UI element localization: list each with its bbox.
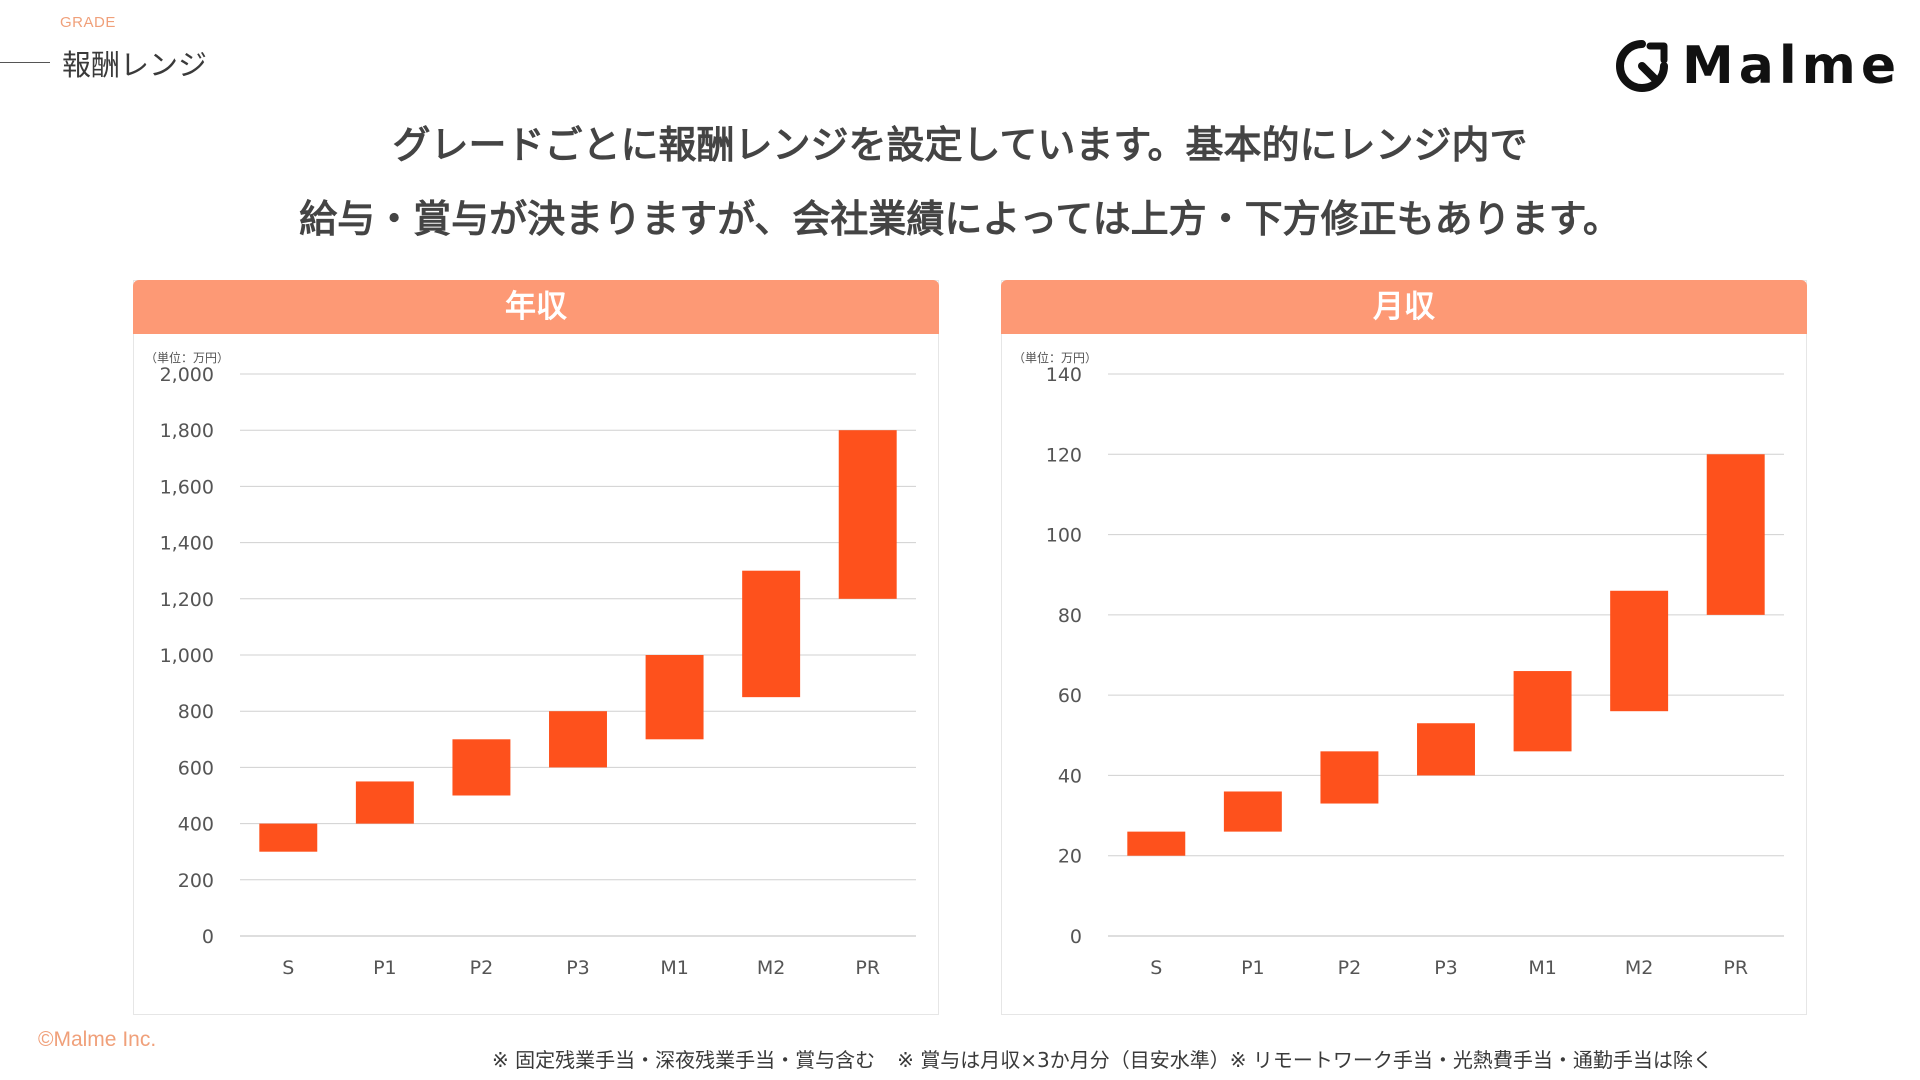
- range-bar: [1127, 831, 1186, 856]
- malme-logo-icon: [1616, 40, 1668, 92]
- range-bar: [1417, 723, 1475, 776]
- y-tick-label: 1,200: [160, 589, 214, 611]
- range-bar: [452, 739, 511, 796]
- annual-income-chart: （単位：万円） 0 200 400 600 800 1,000 1,200 1,400 1,600…: [145, 350, 916, 979]
- x-tick-label: M1: [660, 957, 688, 979]
- y-tick-label: 80: [1058, 605, 1082, 627]
- y-tick-label: 40: [1058, 765, 1082, 787]
- headline-line-1: グレードごとに報酬レンジを設定しています。基本的にレンジ内で: [392, 123, 1528, 167]
- y-tick-label: 0: [202, 926, 214, 948]
- x-tick-label: P2: [1338, 957, 1362, 979]
- logo: Malme: [1612, 36, 1901, 96]
- range-bar: [838, 430, 897, 599]
- monthly-income-header: 月収: [1001, 280, 1807, 334]
- y-tick-label: 120: [1046, 444, 1082, 466]
- footnote: ※ 固定残業手当・深夜残業手当・賞与含む ※ 賞与は月収×3か月分（目安水準）※ …: [492, 1044, 1735, 1073]
- y-tick-label: 400: [178, 814, 214, 836]
- y-tick-label: 200: [178, 870, 214, 892]
- y-tick-label: 2,000: [160, 364, 214, 386]
- y-tick-label: 0: [1070, 926, 1082, 948]
- x-tick-label: S: [282, 957, 294, 979]
- section-divider: [0, 62, 50, 63]
- headline-line-2: 給与・賞与が決まりますが、会社業績によっては上方・下方修正もあります。: [299, 197, 1621, 241]
- range-bar: [549, 711, 607, 768]
- y-tick-label: 100: [1046, 525, 1082, 547]
- range-bar: [1223, 791, 1282, 832]
- footnote-2: ※ 賞与は月収×3か月分（目安水準）※ リモートワーク手当・光熱費手当・通勤手当…: [897, 1048, 1713, 1072]
- annual-income-panel: 年収 （単位：万円） 0 200 400 600 800 1,000 1,200 1,400 1,…: [133, 280, 939, 1015]
- unit-label: （単位：万円）: [1013, 350, 1097, 365]
- y-tick-label: 1,600: [160, 476, 214, 498]
- range-bar: [1706, 454, 1765, 615]
- footnote-1: ※ 固定残業手当・深夜残業手当・賞与含む: [492, 1048, 876, 1072]
- range-bar: [1513, 671, 1572, 752]
- y-tick-label: 1,800: [160, 420, 214, 442]
- monthly-income-panel: 月収 （単位：万円） 0 20 40 60 80 100 120 140 S P1 P2 P3 M1 M2 P…: [1001, 280, 1807, 1015]
- monthly-income-chart: （単位：万円） 0 20 40 60 80 100 120 140 S P1 P2 P3 M1 M2 PR: [1013, 350, 1784, 979]
- x-tick-label: P1: [1241, 957, 1265, 979]
- logo-text: Malme: [1682, 36, 1902, 96]
- x-tick-label: P3: [1434, 957, 1458, 979]
- unit-label: （単位：万円）: [145, 350, 229, 365]
- x-tick-label: S: [1150, 957, 1162, 979]
- page-title: 報酬レンジ: [62, 48, 208, 82]
- range-bar: [1320, 751, 1379, 804]
- x-tick-label: PR: [1723, 957, 1748, 979]
- copyright: ©Malme Inc.: [38, 1028, 157, 1051]
- x-tick-label: P2: [470, 957, 494, 979]
- y-tick-label: 1,000: [160, 645, 214, 667]
- range-bar: [742, 570, 801, 698]
- range-bar: [355, 781, 414, 824]
- annual-income-header: 年収: [133, 280, 939, 334]
- y-tick-label: 800: [178, 701, 214, 723]
- x-tick-label: M2: [757, 957, 785, 979]
- x-tick-label: P3: [566, 957, 590, 979]
- y-tick-label: 20: [1058, 846, 1082, 868]
- range-bar: [645, 655, 704, 740]
- range-bar: [1610, 590, 1669, 712]
- x-tick-label: M2: [1625, 957, 1653, 979]
- x-tick-label: M1: [1528, 957, 1556, 979]
- y-tick-label: 60: [1058, 685, 1082, 707]
- range-bar: [259, 823, 318, 852]
- y-tick-label: 140: [1046, 364, 1082, 386]
- x-tick-label: P1: [373, 957, 397, 979]
- y-tick-label: 1,400: [160, 533, 214, 555]
- section-label: GRADE: [60, 14, 116, 31]
- y-tick-label: 600: [178, 757, 214, 779]
- x-tick-label: PR: [855, 957, 880, 979]
